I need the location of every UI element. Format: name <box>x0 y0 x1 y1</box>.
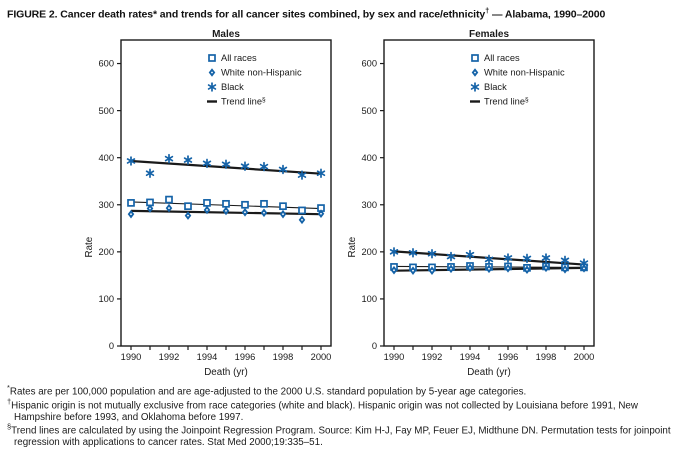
x-axis: 1990 1992 1994 1996 1998 2000 Death (yr) <box>121 346 332 378</box>
y-axis: 0 100 200 300 400 500 600 Rate <box>84 59 121 351</box>
footnote-text: Trend lines are calculated by using the … <box>11 425 671 448</box>
x-axis: 1990 1992 1994 1996 1998 2000 Death (yr) <box>384 346 595 378</box>
chart-title: Females <box>469 29 509 40</box>
footnote-marker: † <box>7 396 12 406</box>
dagger-superscript: † <box>485 6 490 15</box>
svg-text:White non-Hispanic: White non-Hispanic <box>484 68 565 78</box>
svg-text:1992: 1992 <box>422 352 443 362</box>
svg-text:600: 600 <box>361 59 377 69</box>
figure-title: FIGURE 2. Cancer death rates* and trends… <box>7 6 685 21</box>
svg-text:100: 100 <box>98 294 114 304</box>
y-axis-label: Rate <box>347 236 358 257</box>
males-chart-canvas: Males 0 100 200 300 400 500 600 Rate 1990 1992 1994… <box>84 29 332 378</box>
svg-text:White non-Hispanic: White non-Hispanic <box>221 68 302 78</box>
footnote-marker: * <box>7 383 10 392</box>
svg-text:2000: 2000 <box>311 352 332 362</box>
footnote-rates: *Rates are per 100,000 population and ar… <box>7 383 683 398</box>
svg-text:1992: 1992 <box>159 352 180 362</box>
legend: All races White non-Hispanic Black Trend li… <box>207 53 302 107</box>
footnote-marker: § <box>7 422 12 432</box>
svg-text:2000: 2000 <box>574 352 595 362</box>
svg-text:0: 0 <box>109 341 114 351</box>
svg-text:Trend line§: Trend line§ <box>484 97 529 107</box>
footnote-hispanic-origin: †Hispanic origin is not mutually exclusi… <box>7 396 683 423</box>
svg-text:1994: 1994 <box>197 352 218 362</box>
y-axis: 0 100 200 300 400 500 600 Rate <box>347 59 384 351</box>
svg-text:0: 0 <box>372 341 377 351</box>
svg-text:1998: 1998 <box>273 352 294 362</box>
svg-text:500: 500 <box>361 106 377 116</box>
svg-text:400: 400 <box>361 153 377 163</box>
svg-text:1996: 1996 <box>498 352 519 362</box>
y-axis-label: Rate <box>84 236 95 257</box>
footnotes: *Rates are per 100,000 population and ar… <box>7 383 683 449</box>
svg-text:100: 100 <box>361 294 377 304</box>
svg-text:Black: Black <box>484 82 507 92</box>
chart-title: Males <box>212 29 240 40</box>
svg-text:500: 500 <box>98 106 114 116</box>
footnote-text: Rates are per 100,000 population and are… <box>9 386 527 398</box>
svg-text:1998: 1998 <box>536 352 557 362</box>
series-black <box>126 153 326 180</box>
svg-text:Black: Black <box>221 82 244 92</box>
svg-text:400: 400 <box>98 153 114 163</box>
svg-text:600: 600 <box>98 59 114 69</box>
svg-text:200: 200 <box>98 247 114 257</box>
svg-text:Trend line§: Trend line§ <box>221 97 266 107</box>
males-chart: Males 0 100 200 300 400 500 600 Rate 1990 1992 1994… <box>59 26 359 382</box>
footnote-trend-lines: §Trend lines are calculated by using the… <box>7 422 683 448</box>
x-axis-label: Death (yr) <box>204 367 248 378</box>
series-white-non-hispanic <box>127 203 325 225</box>
svg-text:1994: 1994 <box>460 352 481 362</box>
females-chart: Females 0 100 200 300 400 500 600 Rate 1990 1992 19… <box>322 26 622 382</box>
svg-text:1990: 1990 <box>384 352 405 362</box>
series-black <box>389 247 589 268</box>
figure-title-suffix: — Alabama, 1990–2000 <box>489 8 606 21</box>
svg-text:300: 300 <box>361 200 377 210</box>
footnote-text: Hispanic origin is not mutually exclusiv… <box>11 400 638 423</box>
svg-text:300: 300 <box>98 200 114 210</box>
svg-text:All races: All races <box>484 53 520 63</box>
x-axis-label: Death (yr) <box>467 367 511 378</box>
figure-title-text: FIGURE 2. Cancer death rates* and trends… <box>7 8 486 21</box>
series-all-races <box>127 195 325 215</box>
svg-text:1990: 1990 <box>121 352 142 362</box>
legend: All races White non-Hispanic Black Trend li… <box>470 53 565 107</box>
svg-text:All races: All races <box>221 53 257 63</box>
svg-text:1996: 1996 <box>235 352 256 362</box>
svg-text:200: 200 <box>361 247 377 257</box>
